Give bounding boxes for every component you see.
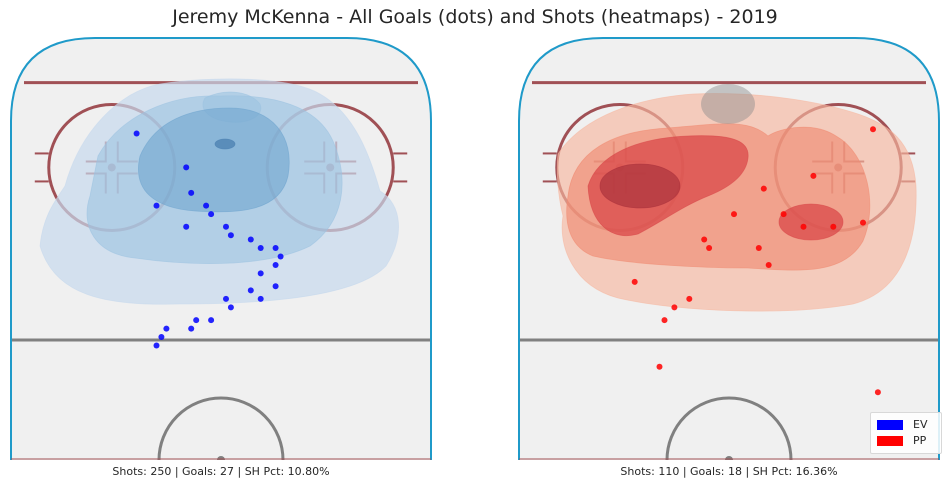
ev-center-circle — [157, 396, 285, 460]
ev-goal-point — [158, 334, 165, 340]
pp-rink-chart — [518, 37, 940, 460]
pp-goal-point — [760, 185, 767, 192]
pp-goal-point — [686, 295, 693, 302]
ev-goal-point — [272, 262, 279, 268]
ev-goal-point — [188, 325, 195, 332]
pp-goal-point — [870, 126, 876, 133]
pp-goal-point — [810, 172, 817, 179]
ev-goal-point — [183, 164, 190, 171]
ev-goal-point — [227, 304, 234, 311]
ev-goal-point — [227, 232, 234, 239]
pp-heatmap-contour-4 — [778, 203, 844, 241]
pp-goal-points — [631, 126, 881, 396]
pp-shot-heatmap — [556, 93, 917, 312]
ev-boards — [10, 37, 432, 460]
pp-goal-point — [780, 211, 787, 218]
ev-goal-point — [247, 236, 254, 243]
legend-swatch-pp — [877, 436, 903, 446]
pp-goal-point — [661, 317, 668, 324]
ev-goal-point — [153, 342, 160, 349]
ev-stats-caption: Shots: 250 | Goals: 27 | SH Pct: 10.80% — [112, 465, 330, 478]
ev-heatmap-contour-5 — [214, 138, 236, 150]
pp-goal-point — [671, 304, 678, 311]
ev-goal-point — [257, 245, 264, 251]
ev-goal-point — [247, 287, 254, 294]
ev-goal-point — [133, 130, 140, 137]
pp-goal-point — [656, 363, 663, 370]
ev-goal-point — [272, 283, 279, 290]
pp-goal-point — [755, 245, 762, 251]
ev-goal-point — [153, 202, 160, 209]
ev-goal-point — [257, 270, 264, 277]
pp-goal-point — [830, 223, 837, 230]
legend-swatch-ev — [877, 420, 903, 430]
ev-goal-point — [203, 202, 210, 209]
ev-goal-point — [193, 317, 200, 324]
ev-goal-point — [208, 211, 215, 218]
pp-heatmap-contour-5 — [599, 163, 681, 209]
ev-heatmap-contour-4 — [138, 107, 290, 213]
pp-stats-caption: Shots: 110 | Goals: 18 | SH Pct: 16.36% — [620, 465, 838, 478]
ev-goal-point — [208, 317, 215, 324]
pp-goal-point — [874, 389, 881, 396]
chart-title: Jeremy McKenna - All Goals (dots) and Sh… — [172, 6, 778, 28]
pp-heatmap-gray-zone — [701, 84, 755, 124]
legend-label-pp: PP — [913, 434, 927, 447]
ev-goal-point — [277, 253, 284, 260]
pp-goal-point — [701, 236, 708, 243]
ev-shot-heatmap — [39, 78, 399, 305]
ev-rink-chart — [10, 37, 432, 460]
pp-goal-point — [765, 262, 772, 268]
ev-goal-point — [272, 245, 279, 251]
pp-goal-point — [631, 278, 638, 285]
legend-label-ev: EV — [913, 418, 928, 431]
ev-goal-point — [163, 325, 170, 332]
pp-goal-point — [800, 223, 807, 230]
ev-goal-point — [223, 295, 229, 302]
legend: EV PP — [870, 412, 942, 454]
ev-goal-point — [223, 223, 229, 230]
pp-goal-point — [706, 245, 713, 251]
ev-goal-points — [133, 130, 432, 369]
pp-center-circle — [665, 396, 793, 460]
ev-goal-point — [183, 223, 190, 230]
pp-boards — [518, 37, 940, 460]
pp-goal-point — [731, 211, 737, 218]
ev-goal-point — [257, 295, 264, 302]
ev-goal-point — [188, 189, 195, 196]
pp-goal-point — [860, 219, 866, 226]
